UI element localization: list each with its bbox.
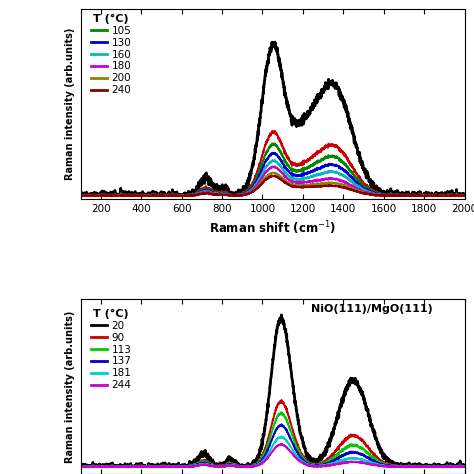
Y-axis label: Raman intensity (arb.units): Raman intensity (arb.units)	[65, 310, 75, 463]
X-axis label: Raman shift (cm$^{-1}$): Raman shift (cm$^{-1}$)	[209, 219, 336, 237]
Y-axis label: Raman intensity (arb.units): Raman intensity (arb.units)	[65, 28, 75, 181]
Legend: 20, 90, 113, 137, 181, 244: 20, 90, 113, 137, 181, 244	[90, 308, 132, 391]
Legend: 105, 130, 160, 180, 200, 240: 105, 130, 160, 180, 200, 240	[90, 13, 132, 96]
Text: NiO(111)/MgO(111): NiO(111)/MgO(111)	[311, 304, 433, 314]
